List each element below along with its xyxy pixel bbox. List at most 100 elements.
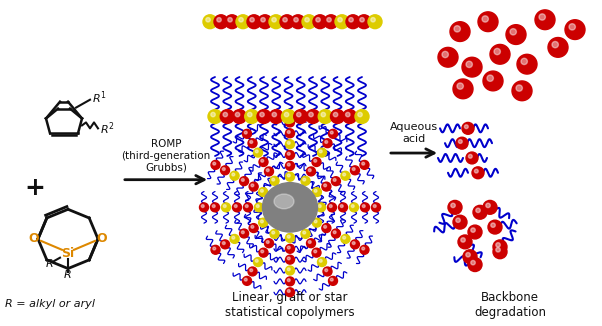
Circle shape	[330, 278, 333, 281]
Circle shape	[285, 172, 294, 181]
Circle shape	[303, 178, 306, 181]
Circle shape	[269, 110, 284, 124]
Circle shape	[327, 203, 337, 212]
Circle shape	[468, 258, 482, 272]
Circle shape	[259, 218, 268, 227]
Circle shape	[329, 205, 332, 208]
Circle shape	[493, 245, 507, 259]
Circle shape	[346, 112, 350, 117]
Circle shape	[211, 245, 220, 254]
Circle shape	[270, 230, 279, 238]
Circle shape	[486, 203, 490, 208]
Circle shape	[306, 167, 315, 176]
Circle shape	[258, 15, 272, 29]
Circle shape	[230, 171, 239, 180]
Circle shape	[329, 276, 338, 285]
Circle shape	[206, 18, 210, 22]
Circle shape	[350, 240, 359, 249]
Circle shape	[308, 241, 311, 244]
Circle shape	[371, 203, 380, 212]
Circle shape	[255, 203, 264, 212]
Circle shape	[476, 208, 480, 213]
Circle shape	[217, 18, 222, 22]
Circle shape	[322, 182, 331, 191]
Circle shape	[341, 171, 350, 180]
Circle shape	[334, 112, 338, 117]
Circle shape	[261, 18, 265, 22]
Circle shape	[222, 242, 225, 244]
Circle shape	[250, 269, 253, 272]
Text: Linear, graft or star
statistical copolymers: Linear, graft or star statistical copoly…	[225, 291, 355, 319]
Circle shape	[287, 279, 290, 282]
Circle shape	[548, 37, 568, 57]
Circle shape	[352, 205, 354, 208]
Text: +: +	[25, 176, 45, 200]
Text: $R^1$: $R^1$	[92, 89, 107, 106]
Circle shape	[287, 268, 290, 271]
Circle shape	[321, 112, 326, 117]
Circle shape	[234, 205, 237, 208]
Circle shape	[243, 203, 252, 212]
Circle shape	[232, 173, 235, 176]
Circle shape	[283, 18, 287, 22]
Circle shape	[266, 169, 269, 171]
Text: Backbone
degradation: Backbone degradation	[474, 291, 546, 319]
Circle shape	[261, 220, 263, 223]
Circle shape	[512, 81, 532, 101]
Circle shape	[333, 231, 336, 234]
Circle shape	[324, 225, 326, 228]
Circle shape	[483, 200, 497, 214]
Circle shape	[213, 162, 216, 165]
Circle shape	[491, 223, 495, 227]
Text: Si: Si	[61, 247, 75, 260]
Circle shape	[350, 203, 359, 212]
Circle shape	[468, 225, 482, 239]
Circle shape	[251, 225, 254, 228]
Circle shape	[235, 112, 240, 117]
Circle shape	[285, 255, 294, 264]
Circle shape	[261, 159, 264, 162]
Circle shape	[312, 248, 321, 257]
Text: R: R	[64, 271, 72, 280]
Circle shape	[349, 18, 353, 22]
Circle shape	[312, 157, 321, 167]
Circle shape	[472, 167, 484, 179]
Circle shape	[256, 205, 259, 208]
Circle shape	[338, 203, 347, 212]
Circle shape	[516, 85, 523, 91]
Circle shape	[341, 234, 350, 244]
Circle shape	[244, 131, 247, 134]
Circle shape	[228, 18, 232, 22]
Circle shape	[466, 152, 478, 164]
Circle shape	[368, 15, 382, 29]
Circle shape	[236, 15, 250, 29]
Circle shape	[318, 110, 332, 124]
Circle shape	[285, 244, 294, 253]
Circle shape	[222, 168, 225, 170]
Circle shape	[248, 139, 257, 148]
Circle shape	[352, 242, 355, 244]
Circle shape	[272, 178, 275, 181]
Circle shape	[287, 235, 290, 238]
Circle shape	[244, 278, 247, 281]
Circle shape	[468, 155, 472, 158]
Circle shape	[211, 160, 220, 169]
Circle shape	[327, 18, 331, 22]
Text: R = alkyl or aryl: R = alkyl or aryl	[5, 299, 95, 309]
Circle shape	[319, 150, 322, 153]
Circle shape	[222, 203, 231, 212]
Circle shape	[319, 259, 322, 262]
Circle shape	[285, 129, 294, 138]
Circle shape	[253, 148, 262, 157]
Circle shape	[535, 10, 555, 30]
Circle shape	[456, 218, 461, 222]
Circle shape	[285, 151, 294, 159]
Circle shape	[272, 18, 276, 22]
Circle shape	[280, 15, 294, 29]
Circle shape	[287, 174, 290, 177]
Circle shape	[285, 233, 294, 243]
Circle shape	[343, 173, 346, 176]
Circle shape	[249, 182, 258, 191]
Circle shape	[287, 163, 290, 166]
Circle shape	[294, 110, 308, 124]
